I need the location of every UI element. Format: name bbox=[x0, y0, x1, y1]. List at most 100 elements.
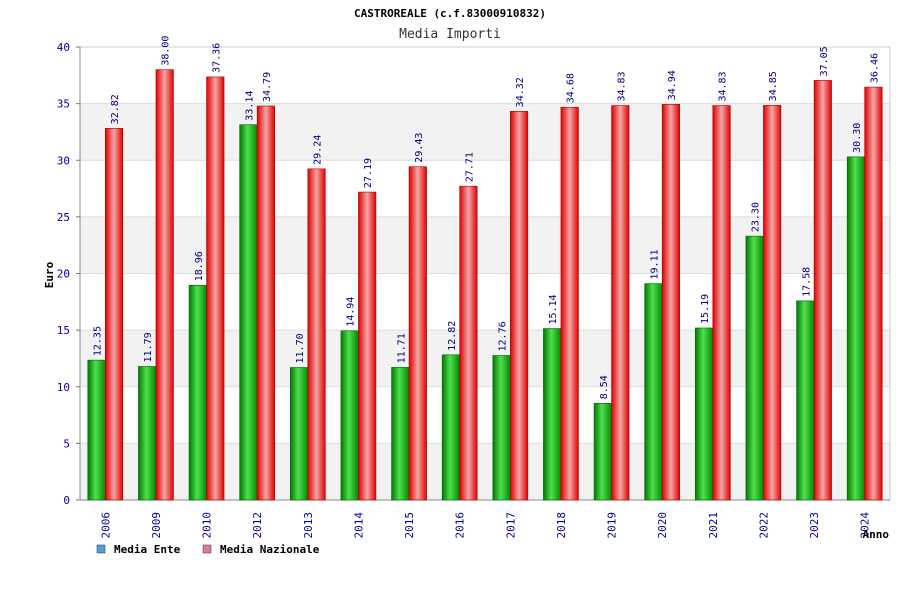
y-axis-label: Euro bbox=[43, 261, 56, 288]
x-tick-label: 2015 bbox=[403, 512, 416, 539]
x-tick-label: 2009 bbox=[150, 512, 163, 539]
bar-media-nazionale bbox=[358, 191, 377, 501]
x-tick-label: 2024 bbox=[859, 512, 872, 539]
data-label-media-nazionale: 37.36 bbox=[211, 43, 222, 73]
plot-area: 0 5 10 15 20 25 30 35 40 2006 12.35 32.82 2009 11.79 3… bbox=[57, 36, 891, 539]
data-label-media-ente: 12.82 bbox=[447, 321, 458, 351]
bar-media-nazionale bbox=[206, 76, 225, 501]
y-tick-label: 40 bbox=[57, 41, 70, 54]
data-label-media-ente: 8.54 bbox=[599, 375, 610, 399]
bar-media-nazionale bbox=[307, 168, 326, 501]
bar-media-nazionale bbox=[105, 128, 124, 501]
x-tick-label: 2014 bbox=[352, 512, 365, 539]
legend-label-media-nazionale: Media Nazionale bbox=[220, 543, 320, 556]
bar-media-ente bbox=[644, 283, 663, 501]
legend-label-media-ente: Media Ente bbox=[114, 543, 181, 556]
x-tick-label: 2013 bbox=[302, 512, 315, 539]
bar-media-ente bbox=[796, 300, 815, 501]
y-tick-label: 15 bbox=[57, 324, 70, 337]
bar-media-nazionale bbox=[256, 105, 275, 501]
bar-media-ente bbox=[340, 330, 359, 501]
x-tick-label: 2021 bbox=[707, 512, 720, 539]
bar-media-ente bbox=[695, 327, 714, 501]
data-label-media-ente: 12.76 bbox=[498, 321, 509, 351]
legend-swatch-media-ente bbox=[96, 544, 106, 554]
bar-media-nazionale bbox=[611, 105, 630, 501]
data-label-media-nazionale: 38.00 bbox=[161, 36, 172, 66]
data-label-media-nazionale: 34.83 bbox=[616, 71, 627, 101]
bar-media-nazionale bbox=[763, 105, 782, 501]
bar-media-ente bbox=[492, 355, 511, 501]
y-tick-label: 0 bbox=[63, 494, 70, 507]
bar-media-nazionale bbox=[813, 80, 832, 501]
data-label-media-nazionale: 34.94 bbox=[667, 70, 678, 100]
x-tick-label: 2016 bbox=[454, 512, 467, 539]
data-label-media-ente: 14.94 bbox=[346, 297, 357, 327]
data-label-media-nazionale: 34.85 bbox=[768, 71, 779, 101]
bar-media-nazionale bbox=[408, 166, 427, 501]
data-label-media-nazionale: 34.79 bbox=[262, 72, 273, 102]
bar-media-nazionale bbox=[459, 185, 478, 501]
data-label-media-nazionale: 34.32 bbox=[515, 77, 526, 107]
chart-title: CASTROREALE (c.f.83000910832) bbox=[354, 7, 546, 20]
bar-media-ente bbox=[745, 235, 764, 501]
legend: Media Ente Media Nazionale bbox=[96, 543, 320, 556]
y-tick-label: 5 bbox=[63, 437, 70, 450]
data-label-media-ente: 33.14 bbox=[244, 91, 255, 121]
x-tick-label: 2017 bbox=[504, 512, 517, 539]
bar-media-nazionale bbox=[560, 106, 579, 501]
bar-media-nazionale bbox=[712, 105, 731, 501]
x-tick-label: 2006 bbox=[99, 512, 112, 539]
x-tick-label: 2018 bbox=[555, 512, 568, 539]
x-tick-label: 2012 bbox=[251, 512, 264, 539]
data-label-media-ente: 17.58 bbox=[801, 267, 812, 297]
y-tick-label: 25 bbox=[57, 211, 70, 224]
x-tick-label: 2023 bbox=[808, 512, 821, 539]
bar-media-nazionale bbox=[864, 86, 883, 501]
data-label-media-nazionale: 27.71 bbox=[464, 152, 475, 182]
bar-media-ente bbox=[846, 156, 865, 501]
data-label-media-nazionale: 27.19 bbox=[363, 158, 374, 188]
x-tick-label: 2022 bbox=[757, 512, 770, 539]
x-tick-label: 2010 bbox=[201, 512, 214, 539]
data-label-media-nazionale: 32.82 bbox=[110, 94, 121, 124]
bar-media-ente bbox=[391, 367, 410, 501]
bar-media-nazionale bbox=[510, 111, 529, 501]
data-label-media-ente: 30.30 bbox=[852, 123, 863, 153]
data-label-media-ente: 11.79 bbox=[143, 332, 154, 362]
y-tick-label: 30 bbox=[57, 154, 70, 167]
bar-media-ente bbox=[239, 124, 258, 501]
data-label-media-nazionale: 36.46 bbox=[869, 53, 880, 83]
data-label-media-ente: 19.11 bbox=[649, 249, 660, 279]
chart-subtitle: Media Importi bbox=[399, 27, 501, 42]
bar-media-nazionale bbox=[155, 69, 174, 501]
bar-media-ente bbox=[441, 354, 460, 501]
y-tick-label: 35 bbox=[57, 98, 70, 111]
y-tick-label: 10 bbox=[57, 381, 70, 394]
x-tick-label: 2020 bbox=[656, 512, 669, 539]
bar-media-nazionale bbox=[661, 104, 680, 501]
data-label-media-nazionale: 34.83 bbox=[718, 71, 729, 101]
bar-media-ente bbox=[543, 328, 562, 501]
bar-media-ente bbox=[138, 366, 157, 501]
data-label-media-ente: 12.35 bbox=[93, 326, 104, 356]
bar-media-ente bbox=[593, 402, 612, 501]
y-tick-label: 20 bbox=[57, 268, 70, 281]
data-label-media-ente: 15.14 bbox=[548, 294, 559, 324]
x-axis-label: Anno bbox=[863, 528, 890, 541]
data-label-media-nazionale: 37.05 bbox=[819, 46, 830, 76]
data-label-media-ente: 23.30 bbox=[751, 202, 762, 232]
x-tick-label: 2019 bbox=[606, 512, 619, 539]
data-label-media-ente: 18.96 bbox=[194, 251, 205, 281]
data-label-media-ente: 15.19 bbox=[700, 294, 711, 324]
data-label-media-nazionale: 29.24 bbox=[313, 135, 324, 165]
data-label-media-ente: 11.71 bbox=[396, 333, 407, 363]
legend-swatch-media-nazionale bbox=[202, 544, 212, 554]
data-label-media-ente: 11.70 bbox=[295, 333, 306, 363]
data-label-media-nazionale: 34.68 bbox=[566, 73, 577, 103]
data-label-media-nazionale: 29.43 bbox=[414, 133, 425, 163]
bar-media-ente bbox=[87, 359, 106, 501]
bar-media-ente bbox=[290, 367, 309, 501]
bar-media-ente bbox=[188, 284, 207, 501]
